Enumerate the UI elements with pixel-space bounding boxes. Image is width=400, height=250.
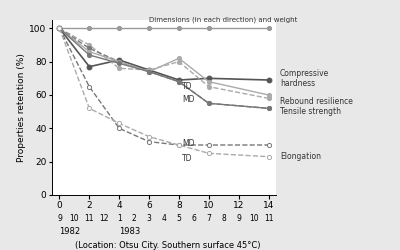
Text: TD: TD	[182, 154, 192, 163]
Text: 1983: 1983	[119, 227, 140, 236]
Text: Dimensions (in each direction) and weight: Dimensions (in each direction) and weigh…	[149, 16, 298, 22]
Text: MD: MD	[182, 96, 194, 104]
Y-axis label: Properties retention (%): Properties retention (%)	[18, 53, 26, 162]
Text: TD: TD	[182, 82, 192, 91]
Text: (Location: Otsu City. Southern surface 45°C): (Location: Otsu City. Southern surface 4…	[75, 240, 261, 250]
Text: Tensile strength: Tensile strength	[280, 107, 341, 116]
Text: 1982: 1982	[60, 227, 80, 236]
Text: MD: MD	[182, 139, 194, 148]
Text: Elongation: Elongation	[280, 152, 321, 161]
Text: Rebound resilience: Rebound resilience	[280, 97, 353, 106]
Text: Compressive
hardness: Compressive hardness	[280, 69, 329, 88]
